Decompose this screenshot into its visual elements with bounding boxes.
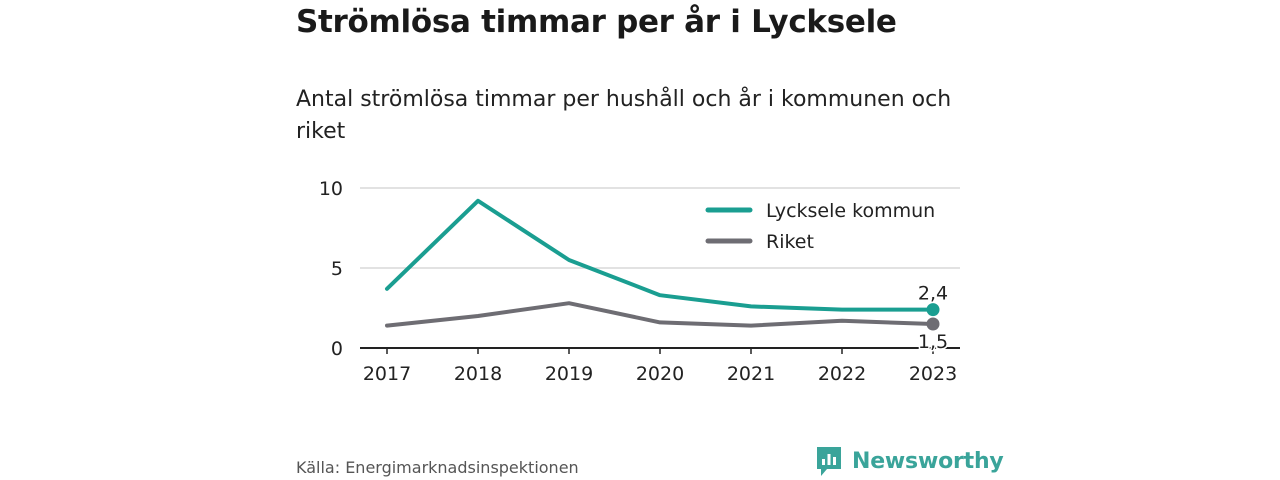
source-note: Källa: Energimarknadsinspektionen xyxy=(296,458,579,477)
series-end-label: 1,5 xyxy=(918,331,948,353)
y-tick-label: 10 xyxy=(319,178,343,200)
y-tick-label: 0 xyxy=(331,338,343,360)
brand-name: Newsworthy xyxy=(852,448,1004,474)
x-tick-label: 2019 xyxy=(545,363,593,385)
line-chart: 0 5 10 2017 2018 2019 2020 2021 2022 2023 2,4 1,5 Ly… xyxy=(319,178,960,385)
chart-title: Strömlösa timmar per år i Lycksele xyxy=(296,4,897,40)
x-tick-label: 2018 xyxy=(454,363,502,385)
series-line-0 xyxy=(385,198,935,312)
x-tick-label: 2023 xyxy=(909,363,957,385)
series-line-1 xyxy=(385,301,935,328)
x-tick-label: 2020 xyxy=(636,363,684,385)
series-end-marker-0 xyxy=(926,303,940,317)
chart-subtitle: Antal strömlösa timmar per hushåll och å… xyxy=(296,87,952,144)
newsworthy-brand: Newsworthy xyxy=(815,445,1004,477)
x-tick-label: 2017 xyxy=(363,363,411,385)
legend-label: Riket xyxy=(766,231,814,253)
y-tick-label: 5 xyxy=(331,258,343,280)
legend-label: Lycksele kommun xyxy=(766,200,935,222)
series-end-marker-1 xyxy=(926,317,940,331)
x-tick-label: 2022 xyxy=(818,363,866,385)
newsworthy-logo-icon xyxy=(817,447,841,476)
x-tick-label: 2021 xyxy=(727,363,775,385)
series-end-label: 2,4 xyxy=(918,283,948,305)
